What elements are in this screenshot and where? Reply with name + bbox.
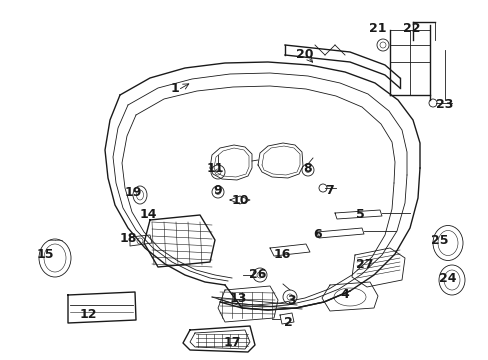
Text: 19: 19: [124, 186, 142, 199]
Text: 12: 12: [79, 309, 97, 321]
Text: 22: 22: [403, 22, 420, 35]
Text: 21: 21: [368, 22, 386, 35]
Text: 16: 16: [273, 248, 290, 261]
Text: 9: 9: [213, 184, 222, 197]
Text: 17: 17: [223, 336, 240, 348]
Text: 23: 23: [435, 99, 453, 112]
Text: 8: 8: [303, 162, 312, 175]
Text: 13: 13: [229, 292, 246, 305]
Text: 6: 6: [313, 229, 322, 242]
Text: 18: 18: [119, 231, 137, 244]
Text: 24: 24: [438, 271, 456, 284]
Text: 4: 4: [340, 288, 348, 302]
Text: 15: 15: [36, 248, 54, 261]
Text: 20: 20: [296, 49, 313, 62]
Text: 2: 2: [283, 315, 292, 328]
Text: 10: 10: [231, 194, 248, 207]
Text: 7: 7: [325, 184, 334, 197]
Text: 25: 25: [430, 234, 448, 247]
Text: 1: 1: [170, 81, 179, 94]
Text: 26: 26: [249, 269, 266, 282]
Text: 11: 11: [206, 162, 224, 175]
Text: 5: 5: [355, 208, 364, 221]
Text: 27: 27: [356, 258, 373, 271]
Text: 3: 3: [287, 293, 296, 306]
Text: 14: 14: [139, 208, 157, 221]
